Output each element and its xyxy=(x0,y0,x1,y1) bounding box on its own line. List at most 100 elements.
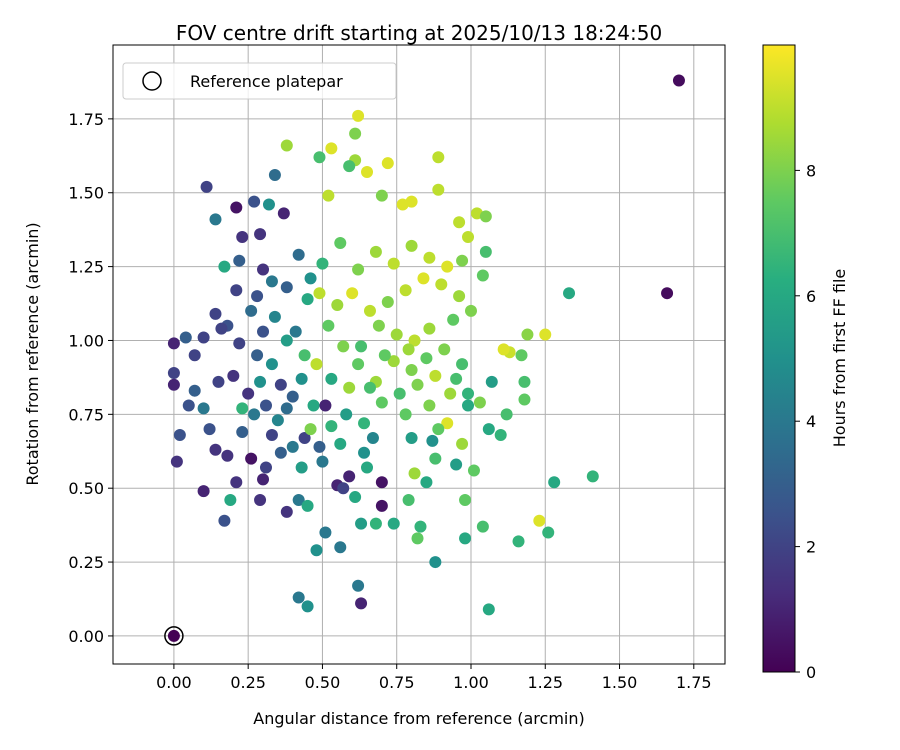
data-point xyxy=(363,381,376,394)
data-point xyxy=(301,293,314,306)
data-point xyxy=(375,189,388,202)
data-point xyxy=(450,458,463,471)
data-point xyxy=(310,544,323,557)
data-point xyxy=(286,440,299,453)
data-point xyxy=(289,325,302,338)
data-point xyxy=(518,393,531,406)
axis-ticks: 0.00 0.25 0.50 0.75 1.00 1.25 1.50 1.75 0.00 0.25… xyxy=(68,110,711,692)
x-tick-label: 0.50 xyxy=(305,673,341,692)
data-point xyxy=(167,629,180,642)
data-point xyxy=(301,600,314,613)
data-point xyxy=(230,476,243,489)
data-point xyxy=(265,358,278,371)
data-point xyxy=(372,319,385,332)
data-point xyxy=(254,228,267,241)
data-point xyxy=(387,257,400,270)
data-point xyxy=(375,476,388,489)
data-point xyxy=(405,431,418,444)
data-point xyxy=(343,160,356,173)
data-point xyxy=(405,195,418,208)
data-point xyxy=(459,494,472,507)
data-point xyxy=(462,387,475,400)
x-tick-label: 1.75 xyxy=(676,673,712,692)
data-point xyxy=(393,387,406,400)
data-point xyxy=(277,207,290,220)
data-point xyxy=(227,369,240,382)
data-point xyxy=(304,423,317,436)
data-point xyxy=(280,281,293,294)
data-point xyxy=(337,482,350,495)
data-point xyxy=(221,449,234,462)
y-tick-label: 1.50 xyxy=(68,184,104,203)
data-point xyxy=(473,396,486,409)
data-point xyxy=(402,494,415,507)
data-point xyxy=(251,349,264,362)
data-point xyxy=(197,331,210,344)
data-point xyxy=(170,455,183,468)
data-point xyxy=(497,343,510,356)
data-point xyxy=(334,541,347,554)
data-point xyxy=(292,248,305,261)
data-point xyxy=(167,337,180,350)
data-point xyxy=(331,299,344,312)
data-point xyxy=(381,157,394,170)
data-point xyxy=(337,340,350,353)
x-tick-label: 0.25 xyxy=(230,673,266,692)
data-point xyxy=(459,532,472,545)
data-point xyxy=(423,399,436,412)
data-point xyxy=(479,210,492,223)
legend-box xyxy=(122,62,397,100)
data-point xyxy=(230,201,243,214)
data-point xyxy=(307,399,320,412)
data-point xyxy=(349,491,362,504)
data-point xyxy=(265,429,278,442)
data-point xyxy=(349,127,362,140)
data-point xyxy=(521,328,534,341)
data-point xyxy=(444,387,457,400)
data-point xyxy=(209,213,222,226)
legend-entry-label: Reference platepar xyxy=(190,72,343,91)
data-point xyxy=(408,467,421,480)
data-point xyxy=(358,446,371,459)
data-point xyxy=(515,349,528,362)
colorbar-tick-label: 2 xyxy=(806,538,816,557)
data-point xyxy=(467,464,480,477)
data-point xyxy=(432,183,445,196)
data-point xyxy=(209,443,222,456)
data-point xyxy=(265,275,278,288)
data-point xyxy=(450,372,463,385)
data-point xyxy=(375,396,388,409)
x-axis-label: Angular distance from reference (arcmin) xyxy=(253,709,584,728)
colorbar-label: Hours from first FF file xyxy=(830,269,849,448)
data-point xyxy=(254,494,267,507)
grid xyxy=(113,45,725,664)
data-point xyxy=(188,384,201,397)
data-point xyxy=(215,322,228,335)
data-point xyxy=(203,423,216,436)
colorbar-ticks: 0 2 4 6 8 xyxy=(795,161,816,682)
data-point xyxy=(167,366,180,379)
data-point xyxy=(456,437,469,450)
x-tick-label: 1.25 xyxy=(527,673,563,692)
data-point xyxy=(325,142,338,155)
data-point xyxy=(405,239,418,252)
data-point xyxy=(274,446,287,459)
reference-platepar-marker xyxy=(164,626,184,646)
data-point xyxy=(441,417,454,430)
data-point xyxy=(319,399,332,412)
data-point xyxy=(245,452,258,465)
data-point xyxy=(414,520,427,533)
data-point xyxy=(224,494,237,507)
data-point xyxy=(352,579,365,592)
data-point xyxy=(462,231,475,244)
data-point xyxy=(343,381,356,394)
data-point xyxy=(358,417,371,430)
data-point xyxy=(200,180,213,193)
data-point xyxy=(512,535,525,548)
data-point xyxy=(182,399,195,412)
data-point xyxy=(295,461,308,474)
data-point xyxy=(313,151,326,164)
data-point xyxy=(355,340,368,353)
data-point xyxy=(447,313,460,326)
data-point xyxy=(173,429,186,442)
